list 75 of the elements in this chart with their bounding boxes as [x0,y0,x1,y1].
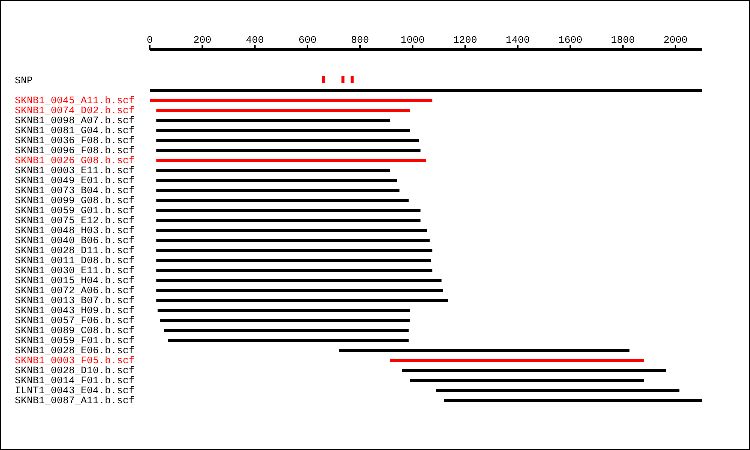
bar [402,369,667,372]
bar [156,129,410,132]
bar [164,329,409,332]
y-tick-label: SKNB1_0096_F08.b.scf [15,146,136,158]
bar [156,199,409,202]
y-tick-label: SKNB1_0014_F01.b.scf [15,376,136,388]
bar [390,359,644,362]
y-tick-label: SKNB1_0073_B04.b.scf [15,186,136,198]
x-tick-label: 600 [298,36,317,47]
x-tick-label: 2000 [664,36,688,47]
y-tick-label: SKNB1_0048_H03.b.scf [15,226,136,238]
bar [156,159,426,162]
bar [168,339,409,342]
y-tick-label: ILNT1_0043_E04.b.scf [15,386,136,398]
x-tick-label: 1600 [558,36,583,47]
bar [150,89,702,92]
y-tick-label: SKNB1_0059_F01.b.scf [15,336,136,348]
bar [156,229,428,232]
y-tick-label: SKNB1_0087_A11.b.scf [15,396,136,408]
bar [156,219,421,222]
x-tick-label: 400 [246,36,264,47]
y-tick-label: SKNB1_0026_G08.b.scf [15,156,136,168]
bar [156,109,410,112]
bar [156,119,391,122]
y-tick-label: SKNB1_0015_H04.b.scf [15,276,136,288]
y-tick-label: SKNB1_0003_E11.b.scf [15,166,136,178]
x-tick-label: 1800 [611,36,636,47]
y-tick-label: SNP [15,76,34,88]
bar [156,259,432,262]
bar [156,149,421,152]
bar [156,139,420,142]
y-tick-label: SKNB1_0036_F08.b.scf [15,136,136,148]
bar [158,309,410,312]
y-tick-label: SKNB1_0072_A06.b.scf [15,286,136,298]
y-tick-label: SKNB1_0075_E12.b.scf [15,216,136,228]
bar [160,319,410,322]
bar [150,99,433,102]
y-tick-label: SKNB1_0045_A11.b.scf [15,96,136,108]
x-tick-label: 1400 [506,36,530,47]
x-tick-label: 1000 [400,36,425,47]
y-tick-label: SKNB1_0043_H09.b.scf [15,306,136,318]
y-tick-label: SKNB1_0030_E11.b.scf [15,266,136,278]
y-tick-label: SKNB1_0074_D02.b.scf [15,106,136,118]
bar [410,379,644,382]
y-tick-label: SKNB1_0013_B07.b.scf [15,296,136,308]
y-tick-label: SKNB1_0059_G01.b.scf [15,206,136,218]
bar [156,269,433,272]
x-tick-label: 800 [351,36,370,47]
bar [156,169,391,172]
y-tick-label: SKNB1_0098_A07.b.scf [15,116,136,128]
y-tick-label: SKNB1_0081_G04.b.scf [15,126,136,138]
y-tick-label: SKNB1_0011_D08.b.scf [15,256,136,268]
y-tick-label: SKNB1_0049_E01.b.scf [15,176,136,188]
bar [156,289,444,292]
y-tick-label: SKNB1_0028_E06.b.scf [15,346,136,358]
bar [156,179,398,182]
x-tick-label: 200 [194,36,212,47]
y-tick-label: SKNB1_0057_F06.b.scf [15,316,136,328]
y-tick-label: SKNB1_0099_G08.b.scf [15,196,136,208]
x-tick-label: 0 [146,36,154,47]
bar [156,189,400,192]
x-tick-label: 1200 [453,36,478,47]
y-tick-label: SKNB1_0040_B06.b.scf [15,236,136,248]
y-tick-label: SKNB1_0003_F05.b.scf [15,356,136,368]
bar [156,279,442,282]
bar [156,299,448,302]
bar [339,349,630,352]
bar [156,209,421,212]
y-tick-label: SKNB1_0028_D11.b.scf [15,246,136,258]
bar [436,389,680,392]
bar [444,399,702,402]
y-tick-label: SKNB1_0028_D10.b.scf [15,366,136,378]
y-tick-label: SKNB1_0089_C08.b.scf [15,326,136,338]
bar [156,239,430,242]
bar [156,249,433,252]
